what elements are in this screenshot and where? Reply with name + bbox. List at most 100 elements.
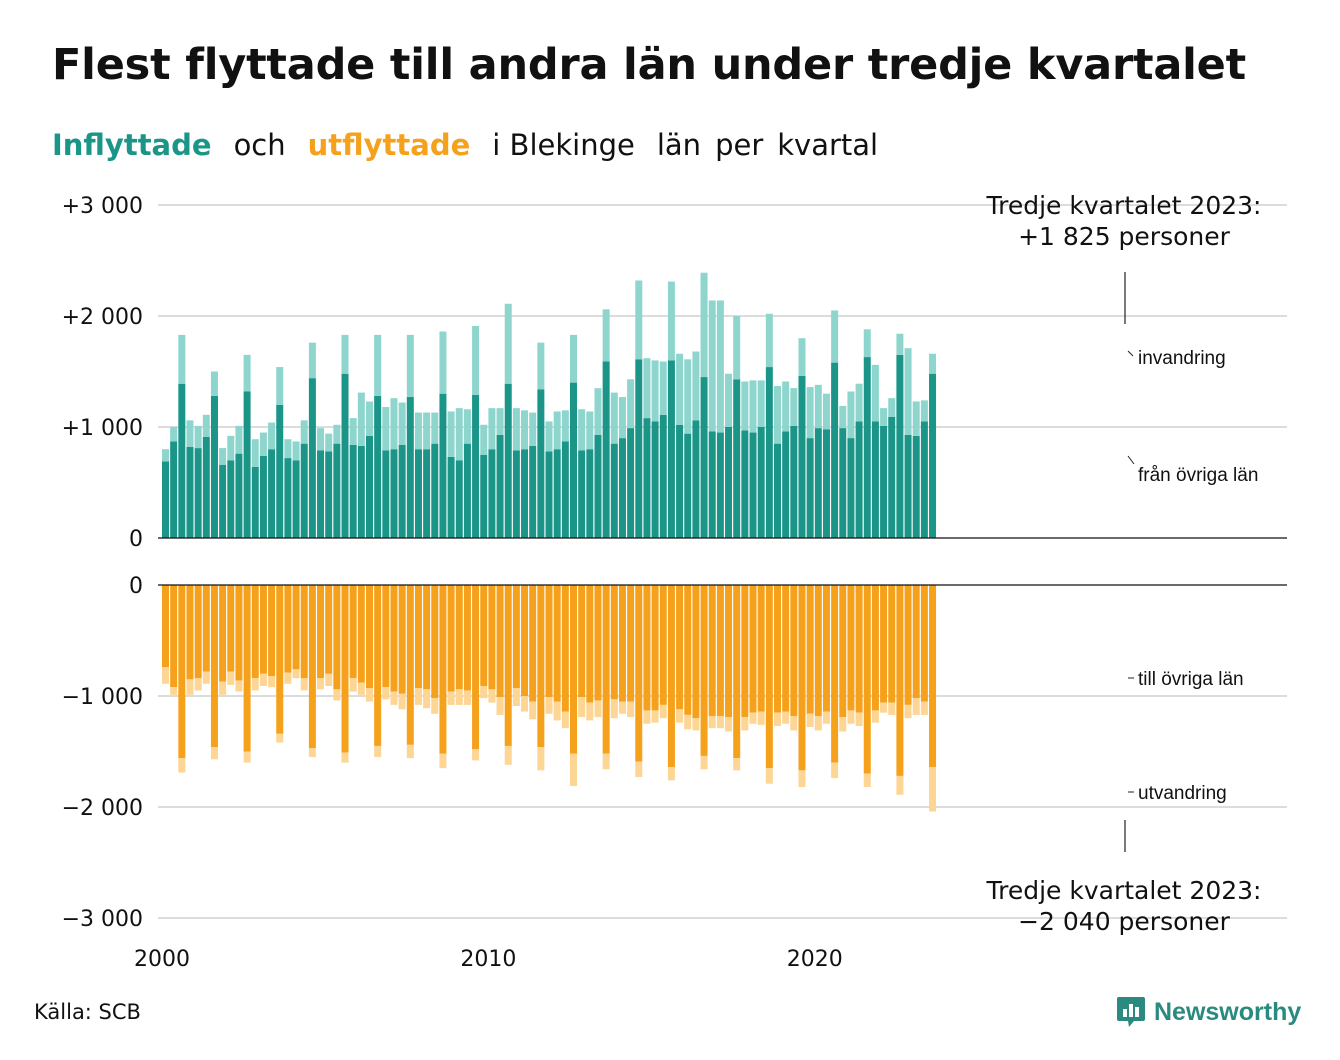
bar-invandring <box>186 420 194 447</box>
bar-fran-ovriga-lan <box>374 395 382 538</box>
bar-utvandring <box>610 699 618 719</box>
bar-invandring <box>708 300 716 432</box>
bar-till-ovriga-lan <box>553 585 561 702</box>
bar-till-ovriga-lan <box>406 585 414 745</box>
bar-utvandring <box>912 698 920 715</box>
bar-fran-ovriga-lan <box>847 438 855 538</box>
bar-fran-ovriga-lan <box>904 434 912 538</box>
bar-fran-ovriga-lan <box>651 421 659 538</box>
x-tick-label: 2000 <box>134 947 190 972</box>
bar-till-ovriga-lan <box>374 585 382 746</box>
subtitle-per: per <box>715 128 764 162</box>
bar-fran-ovriga-lan <box>855 421 863 538</box>
bar-utvandring <box>414 688 422 705</box>
bar-invandring <box>618 397 626 439</box>
bar-utvandring <box>382 687 390 700</box>
bar-invandring <box>659 361 667 415</box>
bar-fran-ovriga-lan <box>627 428 635 538</box>
bar-fran-ovriga-lan <box>463 443 471 538</box>
bar-invandring <box>341 334 349 374</box>
bar-fran-ovriga-lan <box>194 448 202 538</box>
bar-invandring <box>504 303 512 384</box>
bar-fran-ovriga-lan <box>431 443 439 538</box>
bar-utvandring <box>472 749 480 761</box>
bar-till-ovriga-lan <box>635 585 643 762</box>
bar-utvandring <box>341 752 349 763</box>
bar-invandring <box>692 351 700 421</box>
bar-utvandring <box>537 747 545 771</box>
subtitle-inflyttade: Inflyttade <box>52 128 212 162</box>
bar-till-ovriga-lan <box>643 585 651 711</box>
bar-fran-ovriga-lan <box>684 433 692 538</box>
bar-till-ovriga-lan <box>733 585 741 759</box>
bar-fran-ovriga-lan <box>480 454 488 538</box>
bar-fran-ovriga-lan <box>455 460 463 538</box>
bar-till-ovriga-lan <box>268 585 276 677</box>
bar-invandring <box>765 313 773 368</box>
bar-till-ovriga-lan <box>602 585 610 754</box>
label-fran-ovriga-lan: från övriga län <box>1138 465 1258 486</box>
bar-till-ovriga-lan <box>439 585 447 754</box>
bar-utvandring <box>716 715 724 729</box>
bar-invandring <box>929 353 937 374</box>
y-tick-lower: 0 <box>129 574 143 599</box>
bar-till-ovriga-lan <box>512 585 520 689</box>
bar-invandring <box>684 359 692 434</box>
bar-invandring <box>521 410 529 450</box>
bar-invandring <box>374 334 382 396</box>
subtitle-blekinge: i Blekinge <box>492 128 635 162</box>
bar-invandring <box>317 428 325 451</box>
bar-utvandring <box>480 686 488 699</box>
bar-till-ovriga-lan <box>904 585 912 705</box>
bar-utvandring <box>602 753 610 770</box>
bar-invandring <box>292 441 300 461</box>
bar-fran-ovriga-lan <box>357 445 365 538</box>
bar-utvandring <box>243 751 251 763</box>
bar-till-ovriga-lan <box>488 585 496 690</box>
bar-fran-ovriga-lan <box>259 455 267 538</box>
bar-utvandring <box>676 709 684 723</box>
bar-utvandring <box>268 676 276 688</box>
subtitle-kvartal: kvartal <box>777 128 879 162</box>
bar-invandring <box>178 334 186 384</box>
bar-fran-ovriga-lan <box>235 453 243 538</box>
bar-till-ovriga-lan <box>798 585 806 771</box>
bar-utvandring <box>194 678 202 691</box>
bar-invandring <box>398 402 406 445</box>
bar-utvandring <box>618 701 626 714</box>
bar-fran-ovriga-lan <box>504 383 512 538</box>
bar-fran-ovriga-lan <box>553 449 561 538</box>
bar-fran-ovriga-lan <box>806 438 814 538</box>
bar-utvandring <box>333 689 341 701</box>
bar-invandring <box>447 411 455 457</box>
bar-till-ovriga-lan <box>235 585 243 681</box>
bar-utvandring <box>782 711 790 724</box>
bar-utvandring <box>447 691 455 705</box>
bar-invandring <box>553 411 561 450</box>
logo-text: Newsworthy <box>1154 997 1302 1026</box>
bar-utvandring <box>929 767 937 812</box>
bar-till-ovriga-lan <box>814 585 822 716</box>
bar-fran-ovriga-lan <box>227 460 235 538</box>
bar-utvandring <box>725 717 733 732</box>
bar-invandring <box>455 408 463 461</box>
bar-fran-ovriga-lan <box>749 432 757 538</box>
bar-till-ovriga-lan <box>684 585 692 715</box>
subtitle-och: och <box>233 128 286 162</box>
bar-till-ovriga-lan <box>896 585 904 776</box>
bar-utvandring <box>561 711 569 729</box>
bar-utvandring <box>170 687 178 695</box>
bar-invandring <box>888 398 896 418</box>
bar-utvandring <box>504 745 512 765</box>
bar-till-ovriga-lan <box>317 585 325 679</box>
source-note: Källa: SCB <box>34 1000 141 1024</box>
bar-fran-ovriga-lan <box>880 425 888 538</box>
bar-till-ovriga-lan <box>847 585 855 711</box>
bar-invandring <box>578 409 586 451</box>
bar-fran-ovriga-lan <box>602 361 610 538</box>
bar-fran-ovriga-lan <box>659 414 667 538</box>
bar-utvandring <box>463 690 471 705</box>
bar-till-ovriga-lan <box>586 585 594 703</box>
label-till-ovriga-lan: till övriga län <box>1138 669 1244 690</box>
